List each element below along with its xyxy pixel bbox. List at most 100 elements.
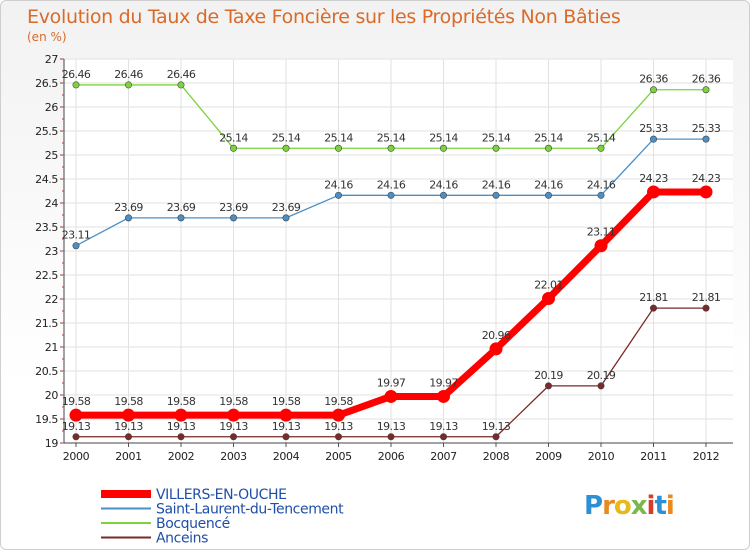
logo-letter: r <box>602 491 615 521</box>
data-point <box>125 214 133 222</box>
x-tick-label: 2010 <box>588 450 615 463</box>
data-point <box>597 191 605 199</box>
data-point <box>230 144 238 152</box>
data-point <box>649 135 657 143</box>
y-tick-label: 20 <box>45 389 59 402</box>
data-point <box>227 408 240 422</box>
data-label: 26.36 <box>639 73 668 86</box>
x-tick-label: 2002 <box>168 450 194 463</box>
logo-letter: i <box>665 491 675 521</box>
data-point <box>122 408 135 422</box>
data-label: 21.81 <box>639 291 668 304</box>
data-label: 26.36 <box>692 73 721 86</box>
data-label: 19.58 <box>219 395 248 408</box>
y-tick-label: 25 <box>45 149 59 162</box>
x-tick-label: 2008 <box>483 450 510 463</box>
y-tick-label: 26.5 <box>35 77 58 90</box>
data-point <box>699 185 713 199</box>
x-tick-label: 2003 <box>220 450 247 463</box>
data-label: 23.69 <box>114 201 143 214</box>
data-label: 25.14 <box>377 131 406 144</box>
y-tick-label: 19.5 <box>35 413 58 426</box>
y-tick-label: 23.5 <box>35 221 58 234</box>
logo-letter: x <box>630 491 648 521</box>
y-tick-label: 25.5 <box>35 125 58 138</box>
data-point <box>125 433 133 441</box>
data-point <box>542 292 555 306</box>
data-label: 24.16 <box>377 178 406 191</box>
data-point <box>492 191 500 199</box>
x-tick-label: 2006 <box>378 450 405 463</box>
data-label: 19.13 <box>114 420 143 433</box>
proxiti-logo: Proxiti <box>584 491 675 521</box>
data-label: 19.13 <box>482 420 511 433</box>
x-tick-label: 2011 <box>640 450 666 463</box>
data-point <box>230 433 238 441</box>
data-label: 24.16 <box>482 178 511 191</box>
data-label: 19.13 <box>429 420 458 433</box>
data-point <box>437 389 450 403</box>
data-point <box>597 382 605 390</box>
y-tick-label: 22.5 <box>35 269 58 282</box>
data-label: 24.23 <box>692 172 721 185</box>
data-label: 20.96 <box>482 329 511 342</box>
data-point <box>387 433 395 441</box>
data-label: 19.13 <box>62 420 91 433</box>
data-point <box>282 144 290 152</box>
data-label: 22.01 <box>534 279 563 292</box>
data-label: 25.14 <box>534 131 563 144</box>
y-tick-label: 22 <box>45 293 58 306</box>
data-label: 23.69 <box>272 201 301 214</box>
data-point <box>177 81 185 89</box>
data-point <box>334 433 342 441</box>
legend-label: Bocquencé <box>156 516 230 532</box>
data-point <box>649 304 657 312</box>
data-label: 23.69 <box>167 201 196 214</box>
data-label: 24.16 <box>534 178 563 191</box>
data-label: 26.46 <box>167 68 196 81</box>
data-point <box>230 214 238 222</box>
legend-label: VILLERS-EN-OUCHE <box>156 487 287 503</box>
data-label: 21.81 <box>692 291 721 304</box>
x-tick-label: 2007 <box>430 450 457 463</box>
data-point <box>72 242 80 250</box>
data-point <box>384 389 398 403</box>
data-point <box>702 86 710 94</box>
data-label: 23.11 <box>62 229 91 242</box>
data-label: 25.14 <box>587 131 616 144</box>
data-point <box>72 433 80 441</box>
data-point <box>387 144 395 152</box>
data-label: 20.19 <box>534 369 563 382</box>
data-label: 19.58 <box>114 395 143 408</box>
x-tick-label: 2001 <box>115 450 141 463</box>
data-label: 25.14 <box>482 131 511 144</box>
data-label: 24.16 <box>587 178 616 191</box>
x-tick-label: 2004 <box>273 450 300 463</box>
data-label: 25.14 <box>324 131 353 144</box>
logo-letter: t <box>654 491 666 521</box>
data-point <box>492 144 500 152</box>
data-point <box>387 191 395 199</box>
data-point <box>489 342 503 356</box>
data-label: 19.58 <box>62 395 91 408</box>
y-tick-label: 21.5 <box>35 317 58 330</box>
data-label: 19.13 <box>219 420 248 433</box>
data-label: 25.14 <box>272 131 301 144</box>
y-tick-label: 26 <box>45 101 59 114</box>
data-point <box>69 408 83 422</box>
data-point <box>439 144 447 152</box>
data-label: 24.16 <box>429 178 458 191</box>
data-label: 23.69 <box>219 201 248 214</box>
data-point <box>177 214 185 222</box>
data-label: 19.13 <box>377 420 406 433</box>
data-point <box>544 191 552 199</box>
data-point <box>702 304 710 312</box>
data-point <box>702 135 710 143</box>
data-point <box>439 191 447 199</box>
x-tick-label: 2012 <box>693 450 719 463</box>
legend-label: Saint-Laurent-du-Tencement <box>156 502 344 518</box>
data-label: 20.19 <box>587 369 616 382</box>
data-point <box>597 144 605 152</box>
data-point <box>332 408 345 422</box>
data-point <box>72 81 80 89</box>
